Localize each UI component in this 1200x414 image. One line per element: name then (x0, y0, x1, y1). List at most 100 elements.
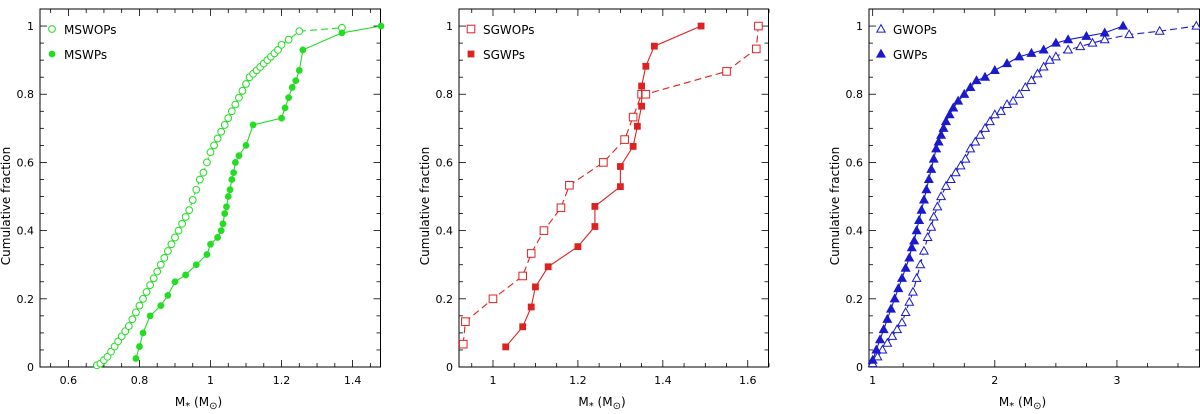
data-point-mswops (174, 226, 183, 235)
data-point-mswops (153, 267, 162, 276)
x-tick-label: 1.2 (273, 374, 291, 387)
data-point-gwops (936, 191, 947, 201)
data-point-sgwps (616, 163, 624, 170)
data-point-gwops (882, 337, 893, 347)
data-point-mswops (132, 308, 140, 317)
data-point-gwops (1075, 41, 1086, 51)
data-point-gwps (889, 293, 900, 303)
data-point-gwops (950, 167, 961, 177)
x-tick-label: 1 (489, 374, 496, 387)
data-point-mswops (220, 121, 229, 129)
data-point-gwops (1014, 88, 1025, 98)
data-point-mswps (292, 77, 300, 84)
legend-label-mswops: MSWOPs (64, 23, 117, 37)
data-point-mswps (203, 251, 211, 258)
data-point-mswps (377, 22, 385, 30)
x-tick-label: 0.6 (60, 374, 78, 387)
data-point-sgwps (532, 283, 539, 291)
x-tick-label: 1 (869, 374, 876, 387)
data-point-gwops (980, 122, 991, 132)
data-point-sgwops (526, 249, 536, 258)
data-point-gwops (904, 296, 915, 306)
y-axis-label: Cumulative fraction (0, 147, 13, 265)
data-point-mswops (295, 27, 304, 36)
data-point-gwops (1124, 29, 1135, 39)
data-point-gwops (1032, 68, 1043, 78)
data-point-mswps (226, 186, 234, 194)
data-point-gwps (882, 313, 893, 323)
data-point-gwops (926, 221, 937, 231)
legend-entry-gwps: GWPs (875, 48, 927, 62)
data-point-mswps (214, 234, 222, 241)
data-point-mswops (135, 301, 144, 310)
data-point-mswps (132, 355, 140, 362)
data-point-sgwps (502, 343, 510, 351)
data-point-mswops (235, 93, 243, 102)
data-point-gwops (896, 317, 908, 327)
data-point-sgwops (599, 158, 608, 167)
data-point-gwps (911, 225, 922, 235)
legend-marker-mswops (48, 25, 56, 33)
data-point-gwops (887, 330, 898, 340)
data-point-gwops (1026, 75, 1037, 85)
legend-label-sgwps: SGWPs (483, 48, 525, 62)
plot-frame (868, 8, 1200, 368)
series-line-gwps (872, 25, 1124, 361)
data-point-mswops (124, 322, 133, 330)
y-tick-label: 0.2 (436, 293, 454, 306)
data-point-gwops (945, 174, 956, 184)
data-point-sgwps (638, 102, 646, 110)
data-point-gwops (900, 307, 911, 317)
data-point-gwps (1014, 51, 1025, 61)
data-point-mswops (171, 233, 179, 242)
data-point-mswops (217, 127, 226, 136)
legend-entry-sgwps: SGWPs (467, 48, 525, 62)
y-tick-label: 1 (27, 20, 34, 33)
chart-panel-3: 0 0.2 0.4 0.6 0.8 1 1 2 3 Cumulative fraction M* (… (828, 8, 1200, 412)
legend-marker-mswps (48, 50, 56, 58)
data-point-sgwps (527, 303, 535, 311)
x-tick-label: 1 (207, 374, 214, 387)
data-point-mswops (185, 206, 194, 215)
data-point-gwps (926, 163, 937, 173)
y-tick-label: 0 (27, 361, 34, 374)
data-point-gwps (928, 153, 939, 163)
data-point-sgwps (519, 323, 527, 331)
data-point-sgwps (633, 122, 641, 130)
data-point-mswps (285, 94, 293, 102)
series-sgwops (458, 21, 763, 349)
data-point-gwps (971, 75, 982, 85)
data-point-gwps (918, 194, 929, 204)
data-point-sgwops (641, 89, 651, 99)
x-tick-label: 1.2 (569, 374, 587, 387)
data-point-gwops (892, 324, 903, 334)
data-point-gwps (916, 204, 927, 214)
data-point-mswops (238, 86, 247, 95)
data-point-gwops (955, 160, 966, 170)
data-point-gwops (907, 286, 919, 296)
data-point-gwops (940, 180, 951, 190)
data-point-mswops (139, 294, 147, 303)
data-point-gwps (933, 136, 944, 146)
data-point-gwps (965, 81, 976, 91)
legend-marker-sgwps (467, 50, 475, 58)
data-point-mswps (249, 121, 257, 129)
y-tick-label: 0.6 (436, 156, 454, 169)
y-tick-label: 0.4 (17, 225, 35, 238)
series-gwops (867, 20, 1200, 368)
data-point-gwops (984, 116, 995, 126)
data-point-gwps (885, 303, 897, 313)
data-point-gwops (1020, 81, 1031, 91)
data-point-mswops (149, 274, 158, 283)
data-point-gwops (1050, 51, 1061, 61)
y-tick-label: 0.2 (846, 293, 864, 306)
data-point-mswops (213, 134, 222, 143)
data-point-sgwps (638, 82, 646, 90)
data-point-mswps (192, 261, 200, 269)
data-point-mswops (277, 40, 286, 49)
legend-entry-sgwops: SGWOPs (466, 23, 535, 37)
data-point-mswops (224, 114, 233, 123)
data-point-mswps (207, 240, 214, 248)
x-axis-label: M* (M⊙) (578, 395, 625, 412)
legend-marker-sgwops (466, 24, 476, 34)
